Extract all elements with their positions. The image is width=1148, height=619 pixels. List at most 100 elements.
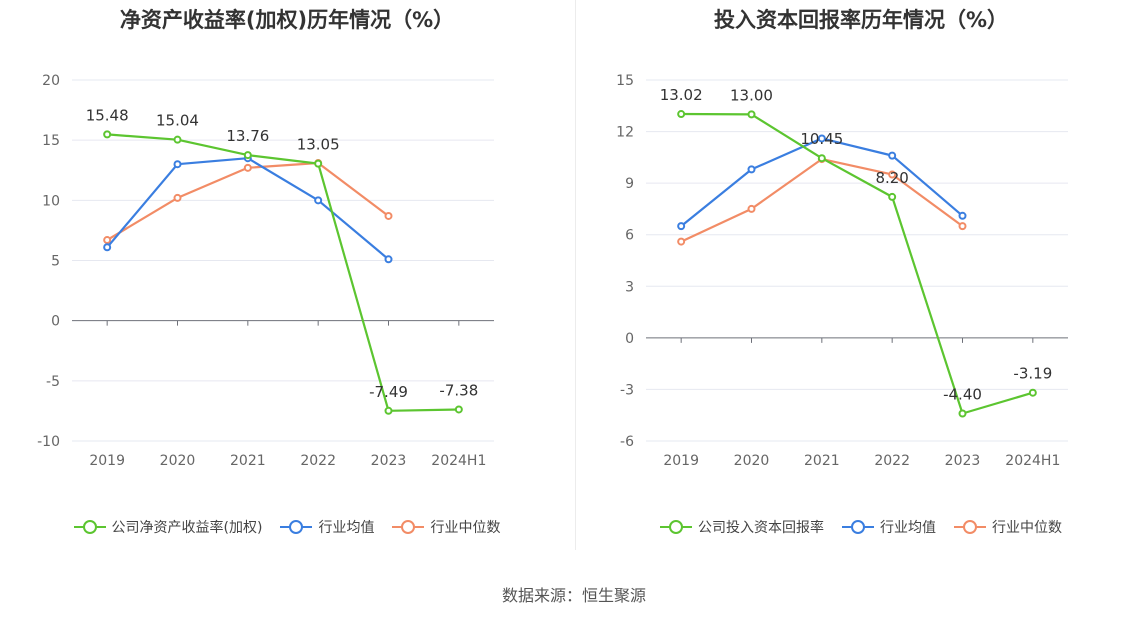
legend-company-marker-icon bbox=[660, 520, 692, 534]
series-line-industry-avg bbox=[106, 157, 390, 261]
data-label: 15.48 bbox=[86, 106, 129, 124]
x-tick-label: 2022 bbox=[874, 453, 910, 469]
legend-company-marker-icon bbox=[73, 520, 106, 534]
data-label: -7.38 bbox=[439, 381, 478, 399]
y-tick-label: 12 bbox=[616, 125, 634, 141]
data-point-company bbox=[243, 151, 252, 160]
data-point-industry-avg bbox=[677, 222, 686, 231]
data-point-industry-median bbox=[384, 211, 393, 220]
data-point-company bbox=[747, 110, 756, 119]
data-point-industry-avg bbox=[384, 255, 393, 264]
chart-title: 净资产收益率(加权)历年情况（%） bbox=[119, 8, 455, 32]
chart-legend: 公司净资产收益率(加权) 行业均值 行业中位数 bbox=[0, 517, 574, 537]
y-tick-label: 5 bbox=[51, 254, 60, 270]
data-point-industry-avg bbox=[817, 134, 826, 143]
y-tick-label: -6 bbox=[620, 434, 634, 450]
data-label: 13.05 bbox=[297, 136, 340, 154]
data-label: 10.45 bbox=[800, 130, 843, 148]
x-tick-label: 2019 bbox=[663, 453, 699, 469]
y-tick-label: 15 bbox=[616, 73, 634, 89]
legend-item-industry-median[interactable]: 行业中位数 bbox=[392, 517, 500, 537]
legend-label: 行业中位数 bbox=[992, 520, 1062, 536]
data-label: 13.76 bbox=[226, 127, 269, 145]
legend-item-industry-median[interactable]: 行业中位数 bbox=[954, 517, 1062, 537]
data-point-company bbox=[958, 409, 967, 418]
data-point-industry-avg bbox=[888, 151, 897, 160]
y-tick-label: 15 bbox=[42, 133, 60, 149]
y-tick-label: 10 bbox=[42, 193, 60, 209]
x-tick-label: 2020 bbox=[734, 453, 770, 469]
data-point-company bbox=[888, 192, 897, 201]
data-point-industry-avg bbox=[173, 160, 182, 169]
legend-avg-marker-icon bbox=[842, 520, 874, 534]
x-tick-label: 2022 bbox=[300, 453, 336, 469]
data-point-company bbox=[384, 406, 393, 415]
data-point-industry-avg bbox=[314, 196, 323, 205]
data-point-industry-median bbox=[747, 204, 756, 213]
panel-divider bbox=[575, 0, 576, 550]
y-tick-label: 0 bbox=[51, 314, 60, 330]
legend-label: 行业均值 bbox=[318, 520, 375, 536]
y-tick-label: -3 bbox=[620, 382, 634, 398]
x-tick-label: 2021 bbox=[804, 453, 840, 469]
legend-median-marker-icon bbox=[954, 520, 986, 534]
data-point-company bbox=[103, 130, 112, 139]
data-point-industry-avg bbox=[958, 211, 967, 220]
chart-panel-roic: 投入资本回报率历年情况（%） 15 12 9 6 3 0 -3 -6 2019 2020 2021 2… bbox=[574, 0, 1148, 560]
series-line-industry-median bbox=[106, 161, 390, 241]
x-tick-label: 2021 bbox=[230, 453, 266, 469]
chart-panel-roe: 净资产收益率(加权)历年情况（%） 20 15 10 5 0 -5 -10 2019 2020 2… bbox=[0, 0, 574, 560]
data-label: 13.02 bbox=[660, 86, 703, 104]
data-point-company bbox=[173, 135, 182, 144]
legend-label: 行业均值 bbox=[880, 520, 936, 536]
data-label: -4.40 bbox=[943, 385, 982, 403]
data-point-company bbox=[817, 154, 826, 163]
y-tick-label: 20 bbox=[42, 73, 60, 89]
x-tick-label: 2020 bbox=[160, 453, 196, 469]
legend-item-industry-avg[interactable]: 行业均值 bbox=[842, 517, 936, 537]
data-point-company bbox=[314, 159, 323, 168]
data-label: -3.19 bbox=[1013, 365, 1052, 383]
data-point-industry-median bbox=[888, 170, 897, 179]
legend-label: 公司投入资本回报率 bbox=[698, 520, 824, 536]
legend-item-company[interactable]: 公司投入资本回报率 bbox=[660, 517, 824, 537]
legend-label: 行业中位数 bbox=[430, 520, 501, 536]
data-point-industry-median bbox=[173, 193, 182, 202]
y-tick-label: -10 bbox=[37, 434, 60, 450]
y-tick-label: 6 bbox=[625, 228, 634, 244]
data-point-industry-avg bbox=[103, 243, 112, 252]
y-tick-label: 3 bbox=[625, 279, 634, 295]
series-line-company bbox=[107, 133, 459, 412]
data-point-company bbox=[1028, 388, 1037, 397]
y-tick-label: 9 bbox=[625, 176, 634, 192]
x-tick-label: 2023 bbox=[945, 453, 981, 469]
series-line-industry-avg bbox=[680, 137, 964, 227]
data-source-note: 数据来源：恒生聚源 bbox=[501, 586, 646, 605]
legend-median-marker-icon bbox=[392, 520, 425, 534]
data-point-company bbox=[677, 110, 686, 119]
data-point-industry-avg bbox=[747, 165, 756, 174]
data-point-industry-median bbox=[958, 222, 967, 231]
data-label: -7.49 bbox=[369, 383, 408, 401]
data-point-industry-median bbox=[103, 236, 112, 245]
data-label: 15.04 bbox=[156, 112, 199, 130]
data-label: 8.20 bbox=[875, 169, 908, 187]
legend-item-industry-avg[interactable]: 行业均值 bbox=[280, 517, 374, 537]
data-point-company bbox=[454, 405, 463, 414]
data-point-industry-median bbox=[677, 237, 686, 246]
legend-item-company[interactable]: 公司净资产收益率(加权) bbox=[73, 517, 263, 537]
data-label: 13.00 bbox=[730, 86, 773, 104]
x-tick-label: 2019 bbox=[89, 453, 125, 469]
roe-line-chart: 20 15 10 5 0 -5 -10 2019 2020 2021 2022 2023 2024H1 1… bbox=[37, 73, 494, 469]
x-tick-label: 2023 bbox=[371, 453, 407, 469]
legend-avg-marker-icon bbox=[280, 520, 313, 534]
roic-line-chart: 15 12 9 6 3 0 -3 -6 2019 2020 2021 2022 2023 2024H1 13… bbox=[616, 73, 1068, 469]
series-line-industry-median bbox=[680, 158, 964, 243]
data-point-industry-median bbox=[243, 163, 252, 172]
x-tick-label: 2024H1 bbox=[431, 453, 486, 469]
chart-legend: 公司投入资本回报率 行业均值 行业中位数 bbox=[574, 517, 1148, 537]
legend-label: 公司净资产收益率(加权) bbox=[111, 520, 263, 536]
chart-title: 投入资本回报率历年情况（%） bbox=[713, 8, 1009, 32]
series-line-company bbox=[681, 112, 1034, 415]
x-tick-label: 2024H1 bbox=[1005, 453, 1060, 469]
